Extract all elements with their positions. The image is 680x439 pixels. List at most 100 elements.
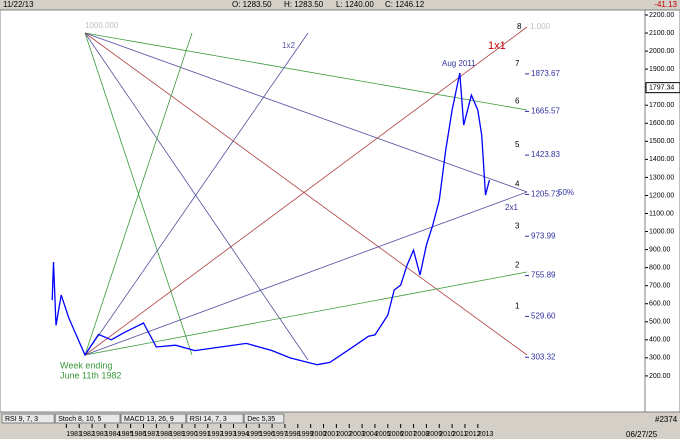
x-tick-label: 1988 [156,431,172,438]
x-tick-label: 2004 [362,431,378,438]
header-high: H: 1283.50 [284,0,324,9]
y-tick-label: 1500.00 [649,138,674,145]
x-tick-label: 1981 [66,431,82,438]
footer-date: 06/27/25 [626,430,658,439]
y-tick-label: 1300.00 [649,174,674,181]
gann-number: 5 [515,140,520,149]
gann-fan [84,26,528,361]
x-tick-label: 2010 [439,431,455,438]
fan-line [84,32,309,361]
peak-label: Aug 2011 [442,59,476,68]
x-tick-label: 2006 [388,431,404,438]
y-tick-label: 400.00 [649,337,671,344]
footer-id: #2374 [655,415,678,424]
gann-level-label: 973.99 [531,231,556,240]
tab[interactable] [186,413,244,424]
header-change: -41.13 [654,0,677,9]
y-tick-label: 700.00 [649,283,671,290]
x-tick-label: 1997 [272,431,288,438]
tab[interactable] [243,413,285,424]
x-tick-label: 1991 [195,431,211,438]
header-close: C: 1246.12 [385,0,425,9]
gann-level-label: 303.32 [531,352,556,361]
tab-label[interactable]: Stoch 8, 10, 5 [58,416,101,423]
gann-level-label: 1205.73 [531,190,560,199]
gann-number: 2 [515,261,520,270]
y-tick-label: 2100.00 [649,30,674,37]
header-open: O: 1283.50 [232,0,272,9]
gann-number: 6 [515,97,520,106]
fan-line [84,32,528,356]
origin-label: Week ending [60,360,112,370]
y-tick-label: 300.00 [649,355,671,362]
tab-label[interactable]: MACD 13, 26, 9 [124,416,174,423]
fan-line [84,191,528,356]
x-tick-label: 1989 [169,431,185,438]
y-tick-label: 1100.00 [649,210,674,217]
y-tick-label: 2000.00 [649,48,674,55]
price-line [51,72,491,366]
tab-label[interactable]: RSI 9, 7, 3 [5,416,38,423]
x-tick-label: 1983 [92,431,108,438]
y-tick-label: 500.00 [649,319,671,326]
tab[interactable] [120,413,187,424]
gann-number: 4 [515,180,520,189]
x-tick-label: 1984 [105,431,121,438]
x-tick-label: 1994 [234,431,250,438]
header-low: L: 1240.00 [336,0,374,9]
gann-number: 3 [515,221,520,230]
tab[interactable] [1,413,55,424]
fan-label: 2x1 [505,203,518,212]
x-tick-label: 2013 [478,431,494,438]
fan-line [84,32,528,111]
x-tick-label: 1993 [221,431,237,438]
origin-label: June 11th 1982 [60,370,121,380]
x-tick-label: 1995 [246,431,262,438]
fan-line [84,32,309,356]
indicator-tabs: RSI 9, 7, 3 Stoch 8, 10, 5 MACD 13, 26, 9 R… [1,413,285,424]
x-tick-label: 2002 [336,431,352,438]
x-tick-label: 2007 [401,431,417,438]
x-tick-label: 2008 [414,431,430,438]
tab[interactable] [54,413,121,424]
fan-line [84,271,528,356]
x-tick-label: 1982 [79,431,95,438]
x-tick-label: 2011 [452,431,467,438]
x-tick-label: 2009 [426,431,442,438]
percent-label: 50% [558,188,574,197]
gann-number: 8 [517,22,522,31]
fan-label: 1x1 [488,40,506,52]
gann-level-label: 1873.67 [531,69,560,78]
fan-label: 1x2 [282,41,295,50]
fan-line [84,32,193,356]
y-tick-label: 800.00 [649,264,671,271]
tab-label[interactable]: Dec 5,35 [247,416,275,423]
x-tick-label: 2005 [375,431,391,438]
y-tick-label: 1900.00 [649,66,674,73]
gann-number: 1 [515,302,520,311]
x-tick-label: 1992 [208,431,224,438]
gann-level-label: 529.60 [531,312,556,321]
y-tick-label: 1400.00 [649,156,674,163]
price-marker-box [645,82,680,94]
plot-area [0,9,646,413]
y-tick-label: 600.00 [649,301,671,308]
y-tick-label: 2200.00 [649,12,674,19]
x-tick-label: 1986 [131,431,147,438]
y-tick-label: 1600.00 [649,120,674,127]
x-tick-label: 1998 [285,431,301,438]
gann-level-label: 755.89 [531,271,556,280]
x-tick-label: 1999 [298,431,314,438]
y-tick-label: 1700.00 [649,102,674,109]
y-tick-label: 1000.00 [649,228,674,235]
top-scale: 1.000 [530,22,551,31]
x-tick-label: 1996 [259,431,275,438]
tab-label[interactable]: RSI 14, 7, 3 [190,416,227,423]
y-tick-label: 1200.00 [649,192,674,199]
x-tick-label: 1985 [118,431,134,438]
y-tick-label: 200.00 [649,373,671,380]
gann-number: 7 [515,59,520,68]
x-tick-label: 2012 [465,431,481,438]
gann-level-label: 1665.57 [531,107,560,116]
